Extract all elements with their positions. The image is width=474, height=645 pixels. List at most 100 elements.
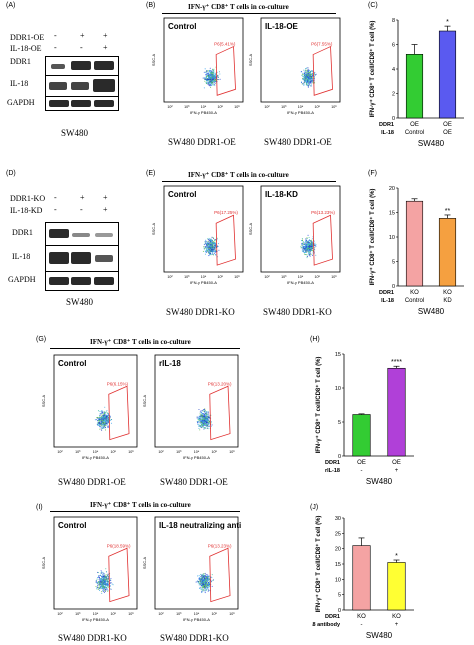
flow-x-tick: 10⁵ [212, 450, 218, 454]
significance-mark: * [395, 553, 398, 560]
flow-x-tick: 10² [167, 275, 173, 279]
y-tick-label: 15 [335, 562, 341, 568]
flow-x-tick: 10⁴ [93, 450, 99, 454]
flow-x-tick: 10⁶ [229, 612, 235, 616]
blot-il18 [45, 75, 119, 97]
category-bottom-label: Control [405, 298, 424, 304]
flow-x-tick: 10⁵ [315, 105, 321, 109]
panel-label-j: (J) [310, 504, 319, 511]
band-label: GAPDH [8, 275, 36, 284]
row-label-ddr1-ko: DDR1-KO [10, 194, 46, 203]
flow-y-axis-label: SSC-A [151, 223, 156, 236]
flow-caption: SW480 DDR1-OE [160, 477, 228, 487]
y-tick-label: 15 [335, 352, 341, 358]
flow-caption: SW480 DDR1-OE [58, 477, 126, 487]
row-label-il18-oe: IL-18-OE [10, 44, 42, 53]
flow-x-tick: 10⁶ [128, 450, 134, 454]
flow-x-tick: 10⁶ [234, 105, 240, 109]
band-label: DDR1 [12, 228, 33, 237]
bar-chart-j: IFN-γ⁺ CD8⁺ T cell/CD8⁺ T cell (%) 0 5 10 15… [312, 516, 414, 640]
flow-frame [163, 17, 244, 103]
flow-x-tick: 10⁴ [194, 612, 200, 616]
y-tick-label: 4 [392, 67, 395, 73]
flow-y-axis-label: SSC-A [41, 557, 46, 570]
panel-label-d: (D) [6, 170, 16, 177]
flow-plot-title: Control [58, 521, 86, 530]
flow-caption: SW480 DDR1-KO [166, 307, 235, 317]
flow-plot-title: rIL-18 [159, 359, 181, 368]
y-tick-label: 10 [389, 235, 395, 241]
flow-x-tick: 10³ [75, 450, 81, 454]
y-axis-label: IFN-γ⁺ CD8⁺ T cell/CD8⁺ T cell (%) [315, 357, 322, 454]
flow-x-tick: 10³ [176, 612, 182, 616]
flow-gate-label: P6(6.15%) [107, 381, 129, 386]
panel-i-title: IFN-γ⁺ CD8⁺ T cells in co-culture [90, 501, 191, 509]
category-top-label: KO [443, 290, 452, 296]
flow-gate [108, 547, 130, 603]
flow-plot-title: IL-18-OE [265, 22, 299, 31]
row-label-ddr1-oe: DDR1-OE [10, 33, 45, 42]
flow-gate-label: P6(13.23%) [208, 543, 232, 548]
flow-plot-title: Control [168, 190, 196, 199]
mark: + [103, 193, 108, 202]
panel-a-caption: SW480 [61, 128, 88, 138]
flow-gate [209, 385, 231, 441]
flow-y-axis-label: SSC-A [248, 223, 253, 236]
flow-x-tick: 10⁴ [201, 105, 207, 109]
flow-x-tick: 10³ [176, 450, 182, 454]
flow-frame [53, 354, 138, 448]
flow-plot-title: Control [58, 359, 86, 368]
flow-gate-label: P6(18.59%) [107, 543, 131, 548]
flow-gate-label: P6(13.20%) [208, 381, 232, 386]
category-bottom-label: Control [405, 130, 424, 136]
flow-x-tick: 10⁶ [128, 612, 134, 616]
flow-gate [312, 214, 333, 266]
y-tick-label: 5 [338, 420, 341, 426]
flow-x-axis-label: IFN-γ PB450-A [82, 455, 109, 460]
flow-x-tick: 10⁶ [234, 275, 240, 279]
flow-x-tick: 10² [167, 105, 173, 109]
y-tick-label: 10 [335, 577, 341, 583]
flow-plot-title: IL-18-KD [265, 190, 298, 199]
y-axis-label: IFN-γ⁺ CD8⁺ T cell/CD8⁺ T cell (%) [369, 189, 376, 286]
y-tick-label: 5 [392, 260, 395, 266]
flow-y-axis-label: SSC-A [151, 54, 156, 67]
flow-x-tick: 10³ [281, 105, 287, 109]
band-label: IL-18 [12, 252, 31, 261]
mark: - [80, 43, 83, 52]
flow-caption: SW480 DDR1-KO [263, 307, 332, 317]
flow-x-tick: 10⁵ [315, 275, 321, 279]
category-bottom-label: OE [443, 130, 452, 136]
panel-label-f: (F) [368, 170, 377, 177]
blot-il18-kd [45, 245, 119, 272]
category-bottom-label: KD [443, 298, 452, 304]
category-top-label: OE [410, 122, 419, 128]
y-tick-label: 0 [338, 454, 341, 460]
flow-plot-i1: Control SSC-A 10² 10³ 10⁴ 10⁵ 10⁶ IFN-γ PB450-A… [40, 515, 140, 625]
flow-x-axis-label: IFN-γ PB450-A [183, 455, 210, 460]
category-top-label: KO [392, 614, 401, 620]
bar-chart-f: IFN-γ⁺ CD8⁺ T cell/CD8⁺ T cell (%) 0 5 10 15… [369, 186, 464, 316]
flow-x-tick: 10³ [281, 275, 287, 279]
band-label: DDR1 [10, 57, 31, 66]
flow-x-tick: 10⁵ [111, 612, 117, 616]
category-bottom-label: + [395, 468, 399, 474]
panel-label-b: (B) [146, 2, 156, 9]
mark: + [80, 31, 85, 40]
y-tick-label: 5 [338, 593, 341, 599]
panel-b-title: IFN-γ⁺ CD8⁺ T cells in co-culture [188, 3, 289, 11]
y-tick-label: 25 [335, 531, 341, 537]
mark: + [103, 205, 108, 214]
flow-x-tick: 10² [57, 612, 63, 616]
chart-caption: SW480 [366, 477, 393, 486]
chart-caption: SW480 [418, 139, 445, 148]
y-tick-label: 6 [392, 43, 395, 49]
flow-plot-e1: Control SSC-A 10² 10³ 10⁴ 10⁵ 10⁶ IFN-γ PB450-A… [150, 184, 246, 288]
flow-x-tick: 10⁴ [194, 450, 200, 454]
flow-x-tick: 10⁴ [298, 105, 304, 109]
y-axis-label: IFN-γ⁺ CD8⁺ T cell/CD8⁺ T cell (%) [315, 516, 322, 613]
category-top-label: OE [443, 122, 452, 128]
flow-plot-title: Control [168, 22, 196, 31]
bar [387, 562, 406, 611]
flow-gate-label: P6(17.25%) [214, 210, 238, 215]
